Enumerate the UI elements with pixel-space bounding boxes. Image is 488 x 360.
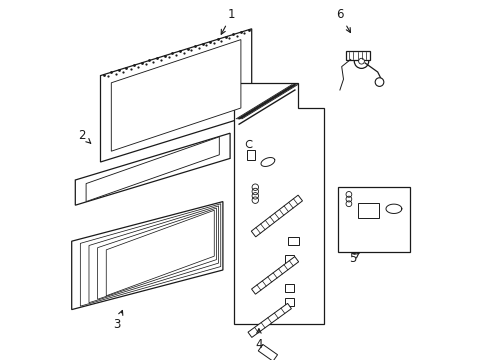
Polygon shape	[80, 204, 220, 306]
Polygon shape	[111, 40, 241, 151]
Polygon shape	[247, 150, 254, 160]
Circle shape	[358, 58, 364, 64]
Text: 3: 3	[113, 310, 122, 331]
Polygon shape	[251, 195, 302, 237]
Text: 1: 1	[221, 8, 235, 34]
Polygon shape	[345, 51, 369, 60]
Circle shape	[374, 78, 383, 86]
Polygon shape	[258, 345, 277, 360]
Polygon shape	[251, 257, 298, 294]
Polygon shape	[287, 237, 298, 245]
Polygon shape	[86, 137, 219, 202]
Polygon shape	[75, 133, 230, 205]
Polygon shape	[285, 255, 293, 264]
Polygon shape	[247, 303, 291, 337]
Text: 2: 2	[78, 129, 91, 143]
Text: 4: 4	[255, 329, 262, 351]
Text: 6: 6	[335, 8, 350, 32]
Text: 5: 5	[348, 252, 358, 265]
Polygon shape	[285, 298, 293, 306]
Circle shape	[354, 54, 368, 68]
Bar	[337, 187, 409, 252]
Polygon shape	[89, 206, 218, 303]
Polygon shape	[72, 202, 223, 310]
Polygon shape	[101, 29, 251, 162]
Polygon shape	[233, 83, 323, 324]
Polygon shape	[106, 210, 214, 296]
Polygon shape	[357, 203, 379, 218]
Polygon shape	[98, 208, 216, 299]
Polygon shape	[285, 284, 293, 292]
